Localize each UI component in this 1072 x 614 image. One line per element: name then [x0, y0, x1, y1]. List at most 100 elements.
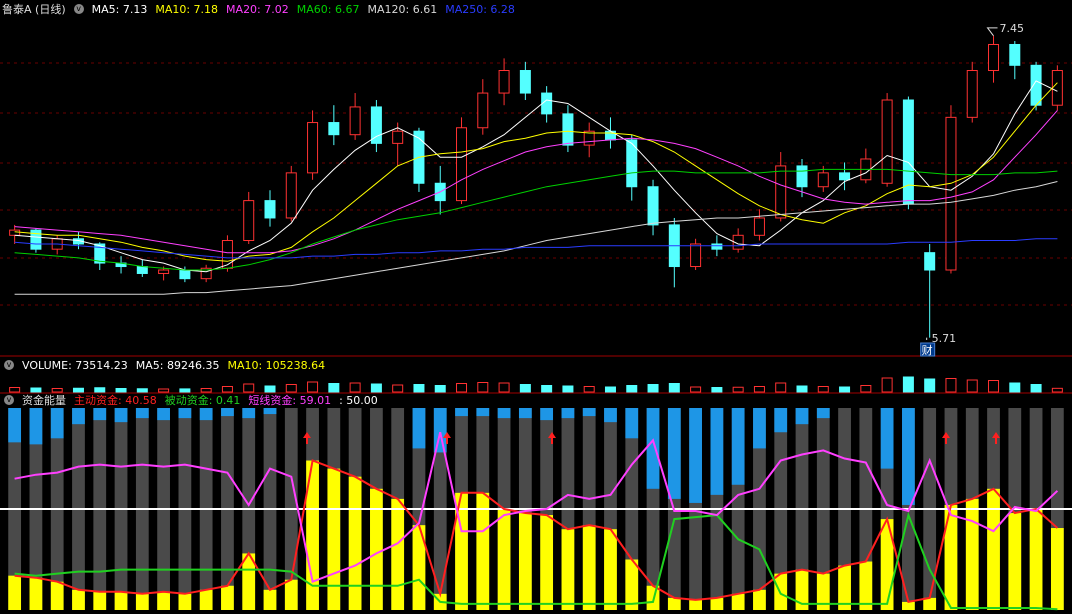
top-bar: [72, 408, 85, 425]
top-bar: [29, 408, 43, 445]
candle-body: [902, 99, 914, 205]
top-bar: [242, 408, 256, 419]
candle-body: [456, 127, 468, 202]
volume-bar: [243, 383, 255, 393]
volume-bar: [945, 378, 957, 393]
candle-body: [519, 70, 531, 94]
low-label: 5.71: [932, 332, 957, 345]
top-bar: [221, 408, 234, 417]
volume-bar: [690, 386, 702, 393]
top-bar: [646, 408, 660, 489]
candle-body: [945, 116, 957, 271]
top-bar: [689, 408, 702, 503]
volume-bar: [477, 382, 489, 393]
volume-bar: [860, 385, 872, 393]
volume-bar: [413, 384, 425, 393]
fund-bar: [1029, 509, 1043, 610]
volume-bar: [881, 377, 893, 393]
marker: 财: [922, 343, 933, 357]
candle-body: [94, 243, 106, 264]
legend-entry: 被动资金: 0.41: [164, 394, 241, 407]
fund-bar: [157, 591, 170, 610]
candle-body: [626, 139, 638, 188]
fund-bar: [93, 591, 107, 610]
ma-line: [14, 181, 1058, 295]
volume-bar: [136, 388, 148, 393]
candle-body: [732, 234, 744, 250]
fund-bar: [29, 577, 43, 610]
candle-body: [1051, 70, 1063, 106]
high-label: 7.45: [1000, 22, 1025, 35]
fund-bar: [518, 513, 532, 610]
volume-bar: [72, 387, 84, 393]
top-bar: [157, 408, 170, 421]
top-bar: [412, 408, 426, 449]
top-bar: [795, 408, 809, 425]
reference-label: : 50.00: [339, 393, 378, 407]
volume-bar: [264, 385, 276, 393]
fund-bar: [902, 601, 915, 610]
top-bar: [178, 408, 192, 419]
fund-bar: [327, 468, 341, 610]
candle-body: [711, 243, 723, 250]
volume-bar: [817, 386, 829, 393]
main-header: 鲁泰A (日线) v MA5: 7.13 MA10: 7.18 MA20: 7.02 M…: [0, 2, 515, 17]
fund-bar: [923, 597, 937, 610]
volume-bar: [9, 387, 21, 393]
volume-bar: [200, 388, 212, 393]
fund-bar: [242, 553, 256, 610]
candle-body: [988, 43, 1000, 72]
volume-bar: [541, 385, 553, 393]
candle-body: [370, 106, 382, 144]
top-bar: [476, 408, 490, 417]
fund-bar: [199, 589, 213, 610]
top-bar: [50, 408, 64, 439]
volume-bar: [179, 388, 191, 393]
legend-entry: MA5: 89246.35: [135, 358, 220, 372]
candle-body: [349, 106, 361, 136]
top-bar: [604, 408, 617, 423]
candle-body: [264, 200, 276, 219]
candle-body: [690, 243, 702, 268]
volume-bar: [753, 386, 765, 393]
volume-bar: [392, 384, 404, 393]
fund-bar: [965, 498, 979, 610]
candle-body: [221, 240, 233, 269]
candle-body: [328, 122, 340, 136]
volume-bar: [732, 386, 744, 393]
top-bar: [880, 408, 894, 469]
volume-bar: [775, 382, 787, 393]
signal-arrows: [303, 432, 1000, 444]
volume-bar: [221, 386, 233, 393]
candle-body: [200, 267, 212, 280]
fund-bar: [178, 593, 192, 610]
ma-line: [14, 110, 1058, 254]
menu-icon[interactable]: v: [4, 395, 14, 405]
volume-bar: [94, 387, 106, 393]
fund-bar: [263, 589, 277, 610]
fund-bar: [306, 460, 319, 610]
volume-bar: [456, 383, 468, 393]
volume-bar: [498, 382, 510, 393]
top-bar: [731, 408, 745, 485]
fund-bar: [710, 597, 724, 610]
menu-icon[interactable]: v: [73, 4, 84, 14]
volume-bar: [519, 384, 531, 393]
fund-bar: [540, 515, 554, 610]
top-bar: [667, 408, 681, 499]
fund-bar: [604, 529, 617, 610]
fund-bar: [859, 561, 873, 610]
candle-body: [1009, 43, 1021, 66]
fund-line: [14, 431, 1059, 584]
fund-bar: [221, 585, 234, 610]
volume-bar: [1009, 382, 1021, 393]
volume-bar: [1051, 387, 1063, 393]
top-bar: [625, 408, 639, 439]
fund-bar: [391, 498, 405, 610]
menu-icon[interactable]: v: [4, 360, 14, 370]
fund-bar: [582, 525, 596, 610]
fund-bar: [625, 559, 639, 610]
candle-body: [30, 229, 42, 250]
